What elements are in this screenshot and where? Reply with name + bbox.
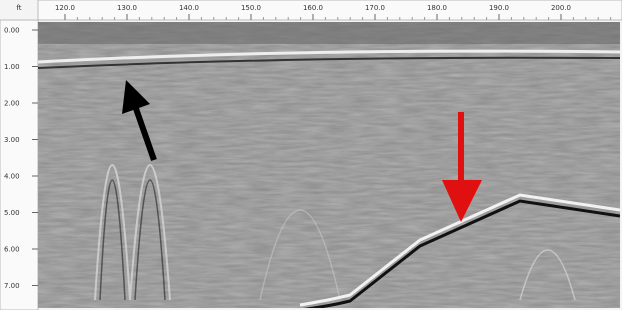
top-tick-label: 170.0: [365, 4, 385, 12]
top-tick-label: 120.0: [55, 4, 75, 12]
top-tick-label: 200.0: [551, 4, 571, 12]
top-tick-label: 190.0: [489, 4, 509, 12]
left-tick-label: 4.00: [4, 173, 20, 181]
corner-label: ft: [16, 4, 21, 12]
left-tick-label: 2.00: [4, 100, 20, 108]
top-tick-label: 140.0: [179, 4, 199, 12]
left-tick-label: 7.00: [4, 282, 20, 290]
left-tick-label: 6.00: [4, 246, 20, 254]
left-tick-label: 3.00: [4, 136, 20, 144]
left-tick-label: 5.00: [4, 209, 20, 217]
left-tick-label: 0.00: [4, 27, 20, 35]
top-tick-label: 130.0: [117, 4, 137, 12]
top-tick-label: 180.0: [427, 4, 447, 12]
left-tick-label: 1.00: [4, 63, 20, 71]
top-tick-label: 150.0: [241, 4, 261, 12]
radargram-view: ft 120.0 130.0 140.0 150.0 160.0 170.0 180.0 19…: [0, 0, 622, 310]
radargram: [38, 22, 620, 310]
top-tick-label: 160.0: [303, 4, 323, 12]
